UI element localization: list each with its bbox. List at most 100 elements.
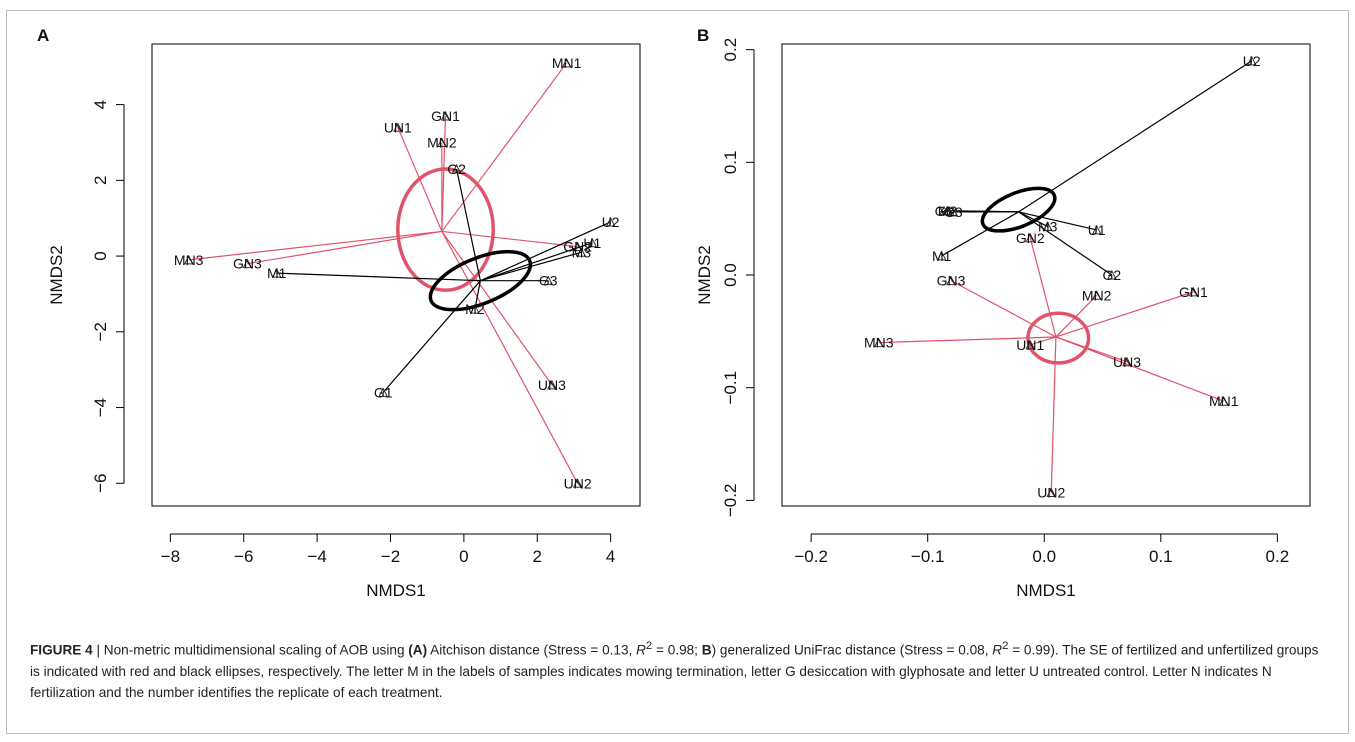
caption-text-3: = 0.98; [652, 642, 702, 658]
y-axis: −0.2 −0.1 0.0 0.1 0.2 NMDS2 [695, 38, 755, 518]
se-ellipse [1026, 311, 1091, 365]
spider-segment [441, 231, 579, 484]
sample-marker [561, 57, 572, 68]
y-tick-label: 2 [91, 176, 110, 185]
se-ellipse [396, 167, 495, 292]
sample-marker [271, 267, 282, 278]
sample-marker [547, 379, 557, 390]
sample-label: MN3 [864, 335, 894, 351]
sample-label: U2 [1243, 53, 1261, 69]
sample-label: MN3 [174, 252, 204, 268]
x-tick-label: 0.0 [1032, 547, 1056, 566]
sample-label: M3 [1038, 219, 1058, 235]
spider-segment [1018, 211, 1049, 228]
sample-marker [437, 137, 447, 147]
x-tick-label: −4 [307, 547, 326, 566]
caption-separator: | [92, 642, 104, 658]
caption-r2-b: R [992, 642, 1003, 658]
spider-segment [1029, 237, 1057, 338]
spider-segment [950, 280, 1057, 338]
sample-label: M2 [465, 301, 485, 317]
sample-marker [1042, 221, 1053, 232]
spider-segment [382, 280, 481, 393]
sample-label: G1 [374, 384, 393, 400]
sample-label: U2 [602, 214, 620, 230]
sample-marker [946, 275, 956, 286]
sample-label: M1 [932, 248, 952, 264]
sample-marker [1046, 487, 1057, 497]
x-tick-label: 0.2 [1266, 547, 1290, 566]
caption-text-5: = 0.99). The SE of fertilized and unfert… [30, 642, 1319, 700]
sample-label: G2 [1103, 267, 1122, 283]
spider-segment [276, 272, 481, 282]
spider-segment [441, 230, 578, 248]
sample-label: GN2 [1016, 230, 1045, 246]
y-tick-label: −0.1 [721, 371, 740, 405]
sample-marker [605, 216, 616, 227]
sample-label: MN1 [552, 55, 582, 71]
spider-segment [1018, 60, 1253, 213]
caption-panel-a-ref: (A) [408, 642, 428, 658]
sample-label: MN1 [1209, 393, 1239, 409]
sample-label: UN3 [1113, 354, 1141, 370]
sample-marker [393, 122, 403, 132]
spider-segment [441, 62, 568, 232]
sample-marker [1091, 224, 1102, 235]
y-tick-label: −6 [91, 474, 110, 493]
sample-marker [948, 206, 959, 217]
sample-marker [1107, 269, 1117, 280]
sample-label: UN1 [384, 119, 412, 135]
sample-label: U1 [583, 235, 601, 251]
sample-label: MN2 [427, 134, 457, 150]
sample-label: GN3 [233, 256, 262, 272]
sample-marker [1122, 356, 1132, 367]
caption-r2-b-sup: 2 [1002, 640, 1009, 652]
sample-marker [242, 258, 253, 269]
sample-label: G3 [944, 204, 963, 220]
x-tick-label: −2 [381, 547, 400, 566]
caption-r2-a: R [636, 642, 646, 658]
x-tick-label: 0 [459, 547, 468, 566]
y-axis-label: NMDS2 [47, 245, 66, 305]
sample-marker [1188, 286, 1199, 297]
spider-segment [1018, 211, 1097, 231]
spider-segment [455, 168, 481, 281]
caption-r2-a-sup: 2 [645, 640, 653, 652]
spider-segment [441, 231, 553, 386]
x-tick-label: 0.1 [1149, 547, 1173, 566]
spider-segment [941, 211, 1019, 257]
sample-label: GN1 [431, 108, 460, 124]
spider-segment [480, 221, 611, 282]
caption-text-2: Aitchison distance (Stress = 0.13, [427, 642, 637, 658]
spider-segment [1030, 336, 1057, 346]
x-tick-label: −6 [234, 547, 253, 566]
sample-label: GN3 [937, 273, 966, 289]
caption-text-1: Non-metric multidimensional scaling of A… [103, 642, 409, 658]
y-tick-label: 0.2 [721, 38, 740, 62]
chart-panel-b: −0.2 −0.1 0.0 0.1 0.2 NMDS1 −0.2 −0.1 0.0 0.1 0.2 N… [695, 38, 1311, 600]
sample-marker [440, 110, 451, 121]
sample-label: G2 [447, 161, 466, 177]
spider-segment [1050, 336, 1057, 493]
y-tick-label: −0.2 [721, 484, 740, 518]
y-axis-label: NMDS2 [695, 245, 714, 305]
x-axis: −0.2 −0.1 0.0 0.1 0.2 NMDS1 [794, 533, 1290, 600]
sample-label: GN1 [1179, 284, 1208, 300]
caption-figure-label: FIGURE 4 [30, 642, 93, 658]
sample-marker [1025, 232, 1036, 243]
figure-frame [6, 10, 1349, 734]
plot-frame [781, 43, 1311, 507]
x-axis: −8 −6 −4 −2 0 2 4 NMDS1 [161, 533, 615, 600]
plot-frame [151, 43, 641, 507]
chart-panel-a: −8 −6 −4 −2 0 2 4 NMDS1 −6 −4 −2 0 2 4 NMDS2 MN1 GN1 UN1 M… [47, 43, 641, 600]
spider-segment [247, 230, 442, 265]
sample-marker [1246, 55, 1257, 66]
sample-marker [873, 337, 884, 348]
sample-marker [543, 275, 554, 286]
x-tick-label: −8 [161, 547, 180, 566]
sample-marker [470, 303, 480, 314]
y-tick-label: 0.1 [721, 150, 740, 174]
group-fertilized: GN3 GN2 MN2 GN1 MN3 UN1 UN3 MN1 UN2 [864, 230, 1239, 501]
